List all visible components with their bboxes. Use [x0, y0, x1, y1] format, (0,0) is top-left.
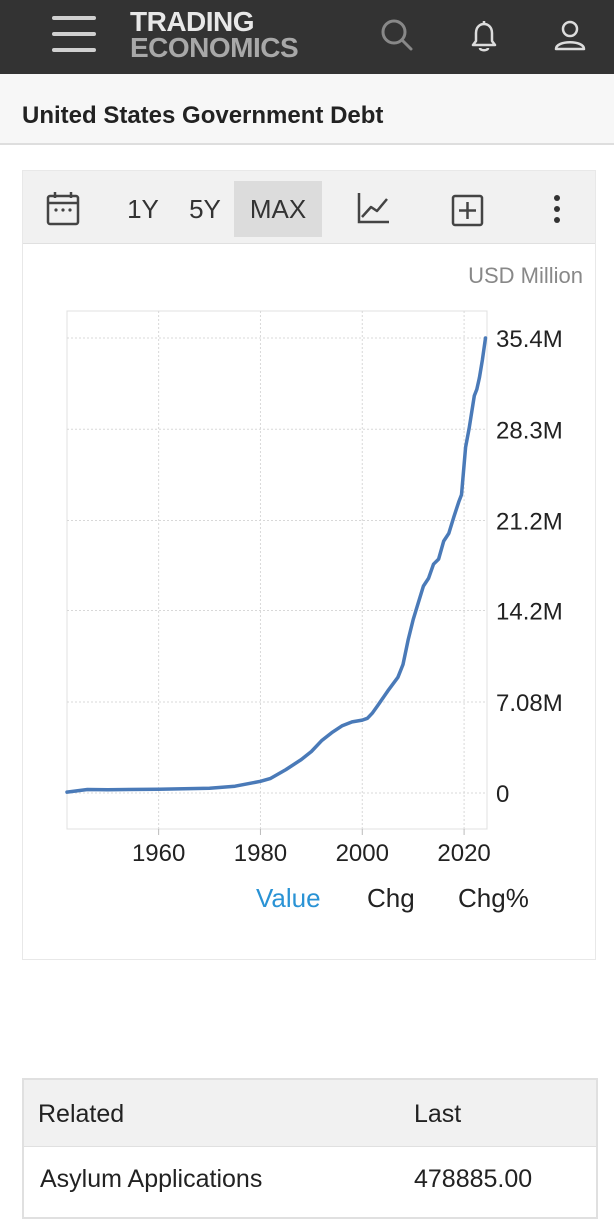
y-tick-label: 0: [496, 781, 509, 808]
debt-series-line: [65, 336, 488, 794]
chart-card: 1Y 5Y MAX USD Million 0 7.08M 14.2M 21.2M 28…: [22, 170, 596, 960]
x-tick-label: 2000: [336, 840, 389, 861]
tab-value[interactable]: Value: [256, 883, 321, 913]
y-tick-label: 21.2M: [496, 509, 563, 536]
range-5y-button[interactable]: 5Y: [189, 194, 221, 224]
tab-chg[interactable]: Chg: [367, 883, 415, 913]
calendar-icon[interactable]: [41, 181, 85, 237]
y-tick-label: 14.2M: [496, 598, 563, 625]
range-1y-button[interactable]: 1Y: [127, 194, 159, 224]
page-title-bar: United States Government Debt: [0, 74, 614, 145]
x-tick-label: 1980: [234, 840, 287, 861]
last-column-header: Last: [414, 1100, 462, 1128]
related-table-header: Related Last: [24, 1080, 596, 1147]
range-max-button[interactable]: MAX: [234, 181, 322, 237]
x-tick-label: 2020: [437, 840, 490, 861]
related-item-last: 478885.00: [414, 1165, 533, 1193]
add-indicator-icon[interactable]: [445, 181, 489, 237]
user-account-icon[interactable]: [550, 16, 590, 56]
plot-area: [66, 310, 488, 830]
y-tick-label: 28.3M: [496, 417, 563, 444]
x-tick-label: 1960: [132, 840, 185, 861]
chart-type-line-icon[interactable]: [351, 181, 395, 237]
chart-toolbar: 1Y 5Y MAX: [23, 171, 595, 244]
hamburger-menu-icon[interactable]: [52, 16, 96, 52]
debt-line-chart: 0 7.08M 14.2M 21.2M 28.3M 35.4M 1960 1980 2000 20…: [65, 310, 563, 861]
more-options-icon[interactable]: [539, 181, 575, 237]
logo-line-2: ECONOMICS: [130, 32, 299, 63]
notification-bell-icon[interactable]: [464, 16, 504, 56]
y-tick-label: 7.08M: [496, 690, 563, 717]
search-icon[interactable]: [378, 16, 418, 56]
logo-line-1: TRADING: [130, 6, 255, 37]
tab-chg-percent[interactable]: Chg%: [458, 883, 529, 913]
trading-economics-logo[interactable]: TRADING ECONOMICS: [130, 6, 299, 63]
related-item-name[interactable]: Asylum Applications: [40, 1165, 263, 1193]
related-table: Related Last Asylum Applications 478885.…: [22, 1078, 598, 1219]
top-navigation-bar: TRADING ECONOMICS: [0, 0, 614, 74]
related-column-header: Related: [38, 1100, 125, 1128]
table-row[interactable]: Asylum Applications 478885.00: [24, 1147, 596, 1217]
page-title: United States Government Debt: [22, 102, 384, 129]
chart-units-label: USD Million: [468, 263, 583, 288]
y-tick-label: 35.4M: [496, 326, 563, 353]
